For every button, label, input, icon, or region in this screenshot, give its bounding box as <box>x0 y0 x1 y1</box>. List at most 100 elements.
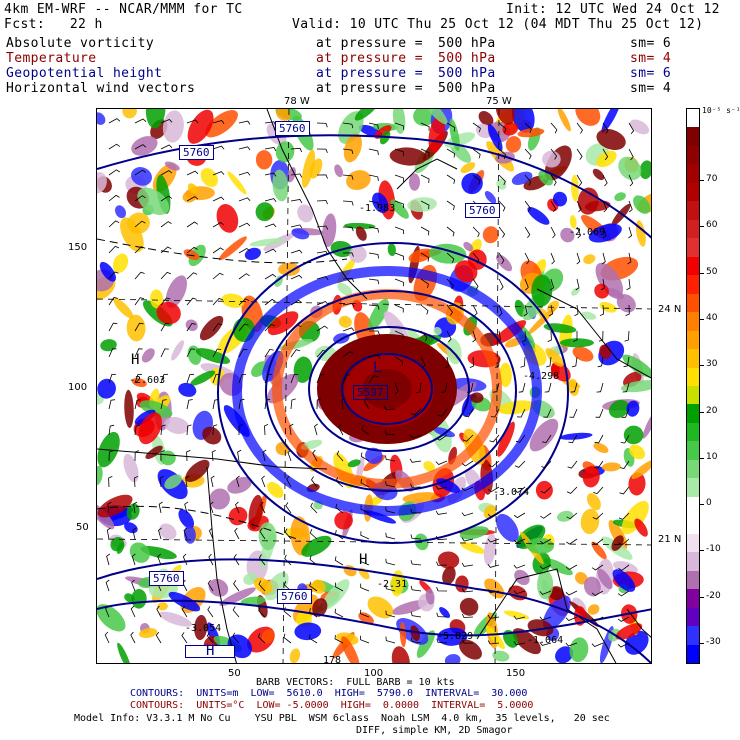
wind-barb <box>550 252 555 265</box>
vorticity-blob <box>178 509 194 529</box>
wind-barb <box>445 356 450 369</box>
wind-barb <box>566 486 578 494</box>
height-label-box: 5760 <box>149 571 184 586</box>
wind-barb <box>385 558 396 566</box>
wind-barb <box>155 631 162 644</box>
vorticity-blob <box>639 160 651 180</box>
vorticity-blob <box>185 459 210 482</box>
vorticity-blob <box>499 362 512 388</box>
wind-barb <box>238 222 251 228</box>
wind-barb <box>131 579 136 592</box>
wind-barb <box>410 508 422 514</box>
wind-barb <box>517 408 526 418</box>
wind-barb <box>287 449 292 462</box>
contour-units: UNITS=m <box>196 688 239 699</box>
model-title: 4km EM-WRF -- NCAR/MMM for TC <box>4 2 243 17</box>
wind-barb <box>212 323 223 332</box>
vorticity-blob <box>622 354 651 378</box>
vorticity-blob <box>178 382 197 397</box>
x-tick-label-100: 100 <box>364 668 384 679</box>
vorticity-blob <box>124 522 138 534</box>
wind-barb <box>184 501 189 514</box>
vorticity-blob <box>601 462 621 472</box>
wind-barb <box>446 174 456 184</box>
y-tick-label-50: 50 <box>76 522 89 533</box>
wind-barb <box>573 331 578 342</box>
wind-barb <box>208 553 214 566</box>
wind-barb <box>290 224 303 229</box>
vorticity-blob <box>202 426 222 445</box>
vorticity-blob <box>503 610 530 620</box>
wind-barb <box>446 148 456 158</box>
wind-barb <box>160 348 169 358</box>
wind-barb <box>261 475 266 488</box>
vorticity-blob <box>278 262 300 276</box>
vorticity-blob <box>608 399 630 419</box>
wind-barb <box>108 169 120 176</box>
wind-barb <box>106 553 111 566</box>
wind-barb <box>368 375 379 384</box>
height-label-box: 5760 <box>275 121 310 136</box>
wind-barb <box>342 252 354 257</box>
vorticity-blob <box>444 654 461 663</box>
wind-barb <box>360 635 370 644</box>
vorticity-blob <box>478 111 494 126</box>
wind-barb <box>316 200 328 205</box>
wind-barb <box>342 174 354 180</box>
wind-barb <box>316 349 327 358</box>
wind-barb <box>576 174 583 187</box>
vorticity-blob <box>527 619 554 637</box>
vorticity-blob <box>433 326 442 336</box>
colorbar-tick <box>700 226 704 228</box>
wind-barb <box>446 122 456 132</box>
vorticity-blob <box>611 535 624 551</box>
wind-barb <box>212 196 225 202</box>
wind-barb <box>368 122 379 130</box>
wind-barb <box>234 527 240 540</box>
vorticity-blob <box>311 579 326 594</box>
wind-barb <box>461 562 474 567</box>
wind-barb <box>290 274 303 280</box>
colorbar-tick <box>700 180 704 181</box>
wind-barb <box>540 512 552 519</box>
wind-barb <box>498 174 506 186</box>
wind-barb <box>232 632 240 644</box>
wind-barb <box>576 122 583 134</box>
contour-units: UNITS=°C <box>196 700 245 711</box>
vorticity-blob <box>194 614 208 641</box>
wind-barb <box>385 584 396 592</box>
wind-barb <box>539 590 552 595</box>
wind-barb <box>593 460 604 469</box>
wind-barb <box>108 245 120 254</box>
vorticity-blob <box>127 212 150 234</box>
wind-barb <box>182 553 188 566</box>
vorticity-blob <box>614 192 626 202</box>
field-smoothing: sm= 4 <box>630 81 672 96</box>
wind-barb <box>472 122 481 133</box>
vorticity-blob <box>408 248 434 263</box>
vorticity-blob <box>389 147 427 166</box>
extremum-value: -3.074 <box>493 487 530 498</box>
vorticity-blob <box>137 187 170 216</box>
field-pressure-value: 500 hPa <box>438 36 496 51</box>
wind-barb <box>160 170 173 176</box>
wind-barb <box>160 271 172 280</box>
vorticity-blob <box>496 178 507 190</box>
wind-barb <box>410 585 422 592</box>
wind-barb <box>212 399 219 410</box>
vorticity-blob <box>423 461 435 472</box>
wind-barb <box>394 330 404 339</box>
wind-barb <box>212 247 224 254</box>
wind-barb <box>385 455 396 462</box>
vorticity-blob <box>358 567 370 580</box>
wind-barb <box>461 486 474 492</box>
wind-barb <box>105 605 110 618</box>
vorticity-blob <box>219 587 256 606</box>
colorbar-cell <box>687 404 699 424</box>
wind-barb <box>488 460 500 468</box>
wind-barb <box>186 170 199 176</box>
field-smoothing: sm= 6 <box>630 36 672 51</box>
wind-barb <box>369 330 380 335</box>
vorticity-blob <box>145 445 163 459</box>
colorbar-unit: 10⁻⁵ s⁻¹ <box>702 106 740 115</box>
